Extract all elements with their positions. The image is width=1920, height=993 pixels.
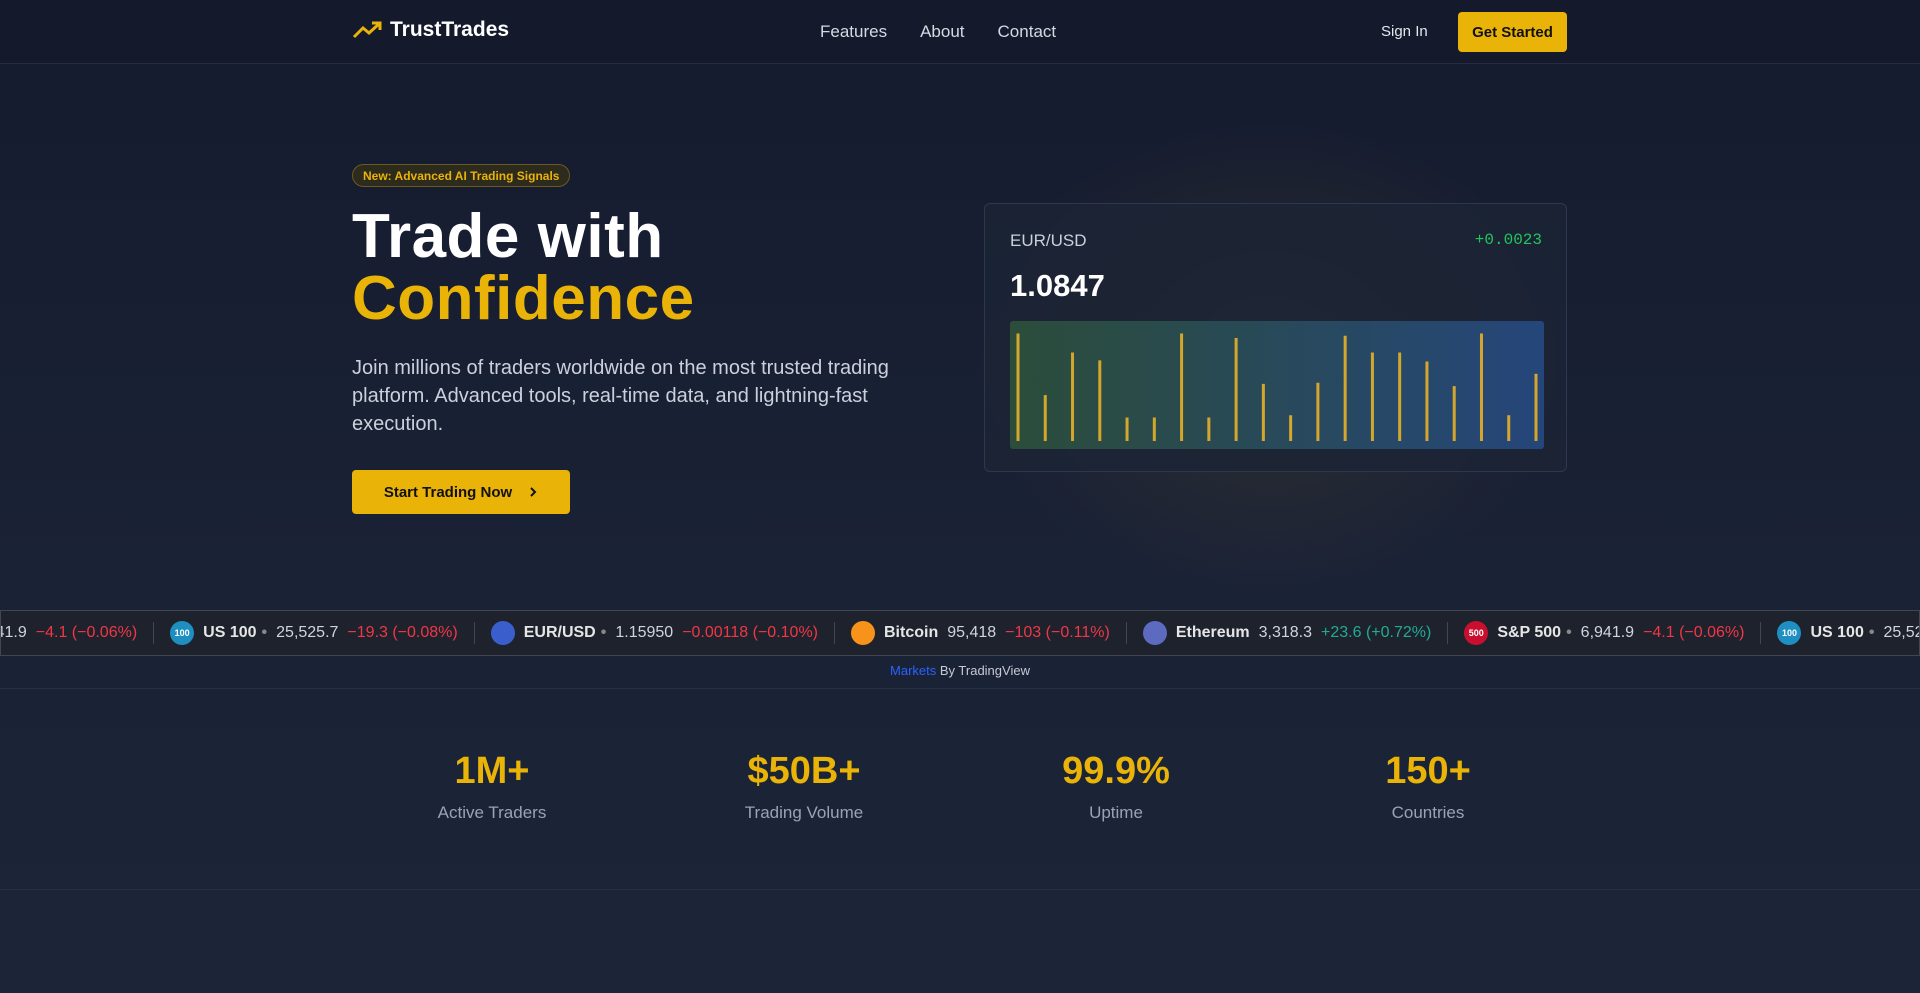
divider (0, 688, 1920, 689)
credit-text: By TradingView (939, 663, 1030, 678)
ticker-credit: Markets By TradingView (0, 663, 1920, 678)
title-line: Trade with (352, 202, 664, 271)
nav-link[interactable]: Contact (997, 22, 1057, 41)
bar (1207, 417, 1211, 441)
bar (1098, 360, 1102, 441)
stat-label: Uptime (1089, 803, 1143, 822)
bar (1370, 352, 1374, 441)
sign-in[interactable]: Sign In (1381, 23, 1428, 40)
bar (1452, 386, 1456, 441)
ticker-icon: 100 (1777, 621, 1802, 645)
button-label: Start Trading Now (383, 483, 513, 501)
bar (1479, 333, 1483, 441)
ticker-price: 6,941.9 (1580, 624, 1635, 641)
ticker-change: +23.6 (+0.72%) (1321, 624, 1432, 641)
bar (1289, 415, 1293, 441)
stat-value: 1M+ (454, 750, 530, 792)
stat: 99.9% Uptime (986, 750, 1246, 823)
ticker-name: US 100 • (1810, 624, 1875, 641)
ticker-change: −4.1 (−0.06%) (35, 624, 138, 641)
stat: 1M+ Active Traders (362, 750, 622, 823)
stat-label: Trading Volume (744, 803, 864, 822)
ticker-change: −4.1 (−0.06%) (1643, 624, 1745, 641)
ticker-item[interactable]: 500 S&P 500• 6,941.9 −4.1 (−0.06%) (1448, 621, 1762, 645)
bar (1152, 417, 1156, 441)
title-line-highlight: Confidence (352, 264, 695, 333)
nav-link[interactable]: Features (820, 22, 888, 41)
bar (1343, 335, 1347, 441)
ticker-icon (1142, 621, 1167, 645)
ticker-icon: 500 (1464, 621, 1489, 645)
bar (1016, 333, 1020, 441)
mini-chart (1010, 321, 1544, 449)
ticker-name: US 100 • (203, 624, 268, 641)
nav-link[interactable]: About (920, 22, 965, 41)
ticker-name: EUR/USD • (523, 624, 607, 641)
quote-card: EUR/USD +0.0023 1.0847 (984, 203, 1567, 472)
ticker-item[interactable]: EUR/USD • 1.15950 −0.00118 (−0.10%) (475, 621, 835, 645)
hero-title: Trade with Confidence (352, 206, 695, 330)
ticker-icon (851, 621, 875, 645)
ticker-price: 3,318.3 (1258, 624, 1313, 641)
navbar: TrustTrades Features About Contact Sign … (0, 0, 1920, 64)
chevron-icon (530, 487, 537, 497)
ticker-price: 25,525.7 (1883, 624, 1919, 641)
get-started-button[interactable]: Get Started (1458, 12, 1567, 52)
pair: EUR/USD (1010, 231, 1087, 250)
ticker-price: 1.15950 (615, 624, 674, 641)
stat-value: $50B+ (747, 750, 861, 792)
ticker-price: 6,941.9 (1, 624, 27, 641)
ticker-change: −0.00118 (−0.10%) (682, 624, 818, 641)
ticker-name: S&P 500 • (1497, 624, 1572, 641)
bar (1043, 395, 1047, 441)
badge: New: Advanced AI Trading Signals (352, 164, 571, 187)
stat: $50B+ Trading Volume (674, 750, 934, 823)
brand[interactable]: TrustTrades (352, 18, 509, 42)
ticker-item[interactable]: 100 US 100• 25,525.7 −19.3 (−0.08%) (154, 621, 475, 645)
credit-link[interactable]: Markets (890, 663, 937, 678)
ticker-change: −19.3 (−0.08%) (347, 624, 458, 641)
bar (1425, 361, 1429, 441)
ticker-icon (490, 621, 515, 645)
start-trading-button[interactable]: Start Trading Now (352, 470, 570, 514)
divider (0, 889, 1920, 890)
stat-label: Countries (1391, 803, 1465, 822)
bar (1316, 382, 1320, 441)
bar (1398, 352, 1402, 441)
ticker-name: Ethereum (1175, 624, 1250, 641)
bar (1261, 383, 1265, 441)
bar (1125, 417, 1129, 441)
bar (1234, 337, 1238, 441)
bar (1180, 333, 1184, 441)
nav-links: Features About Contact (820, 22, 1056, 42)
hero-description: Join millions of traders worldwide on th… (352, 357, 889, 435)
ticker-icon: 100 (170, 621, 195, 645)
chart-background (1010, 321, 1544, 449)
stat-value: 99.9% (1062, 750, 1170, 792)
ticker-item[interactable]: Bitcoin 95,418 −103 (−0.11%) (835, 621, 1127, 645)
ticker-name: Bitcoin (884, 624, 939, 641)
change: +0.0023 (1474, 231, 1542, 249)
bar (1071, 352, 1075, 441)
ticker-price: 95,418 (947, 624, 997, 641)
stat-value: 150+ (1385, 750, 1471, 792)
ticker-tape: 500 S&P 500• 6,941.9 −4.1 (−0.06%) 100 US 100… (0, 610, 1920, 656)
ticker-price: 25,525.7 (276, 624, 339, 641)
ticker-change: −103 (−0.11%) (1005, 624, 1110, 641)
stat-label: Active Traders (437, 803, 547, 822)
brand-name: TrustTrades (390, 18, 510, 41)
bar (1534, 373, 1538, 441)
ticker-row: 500 S&P 500• 6,941.9 −4.1 (−0.06%) 100 US 100… (1, 611, 1919, 655)
stat: 150+ Countries (1298, 750, 1558, 823)
ticker-item[interactable]: Ethereum 3,318.3 +23.6 (+0.72%) (1127, 621, 1449, 645)
logo-icon (352, 21, 382, 39)
bar (1507, 415, 1511, 441)
price: 1.0847 (1010, 268, 1105, 303)
